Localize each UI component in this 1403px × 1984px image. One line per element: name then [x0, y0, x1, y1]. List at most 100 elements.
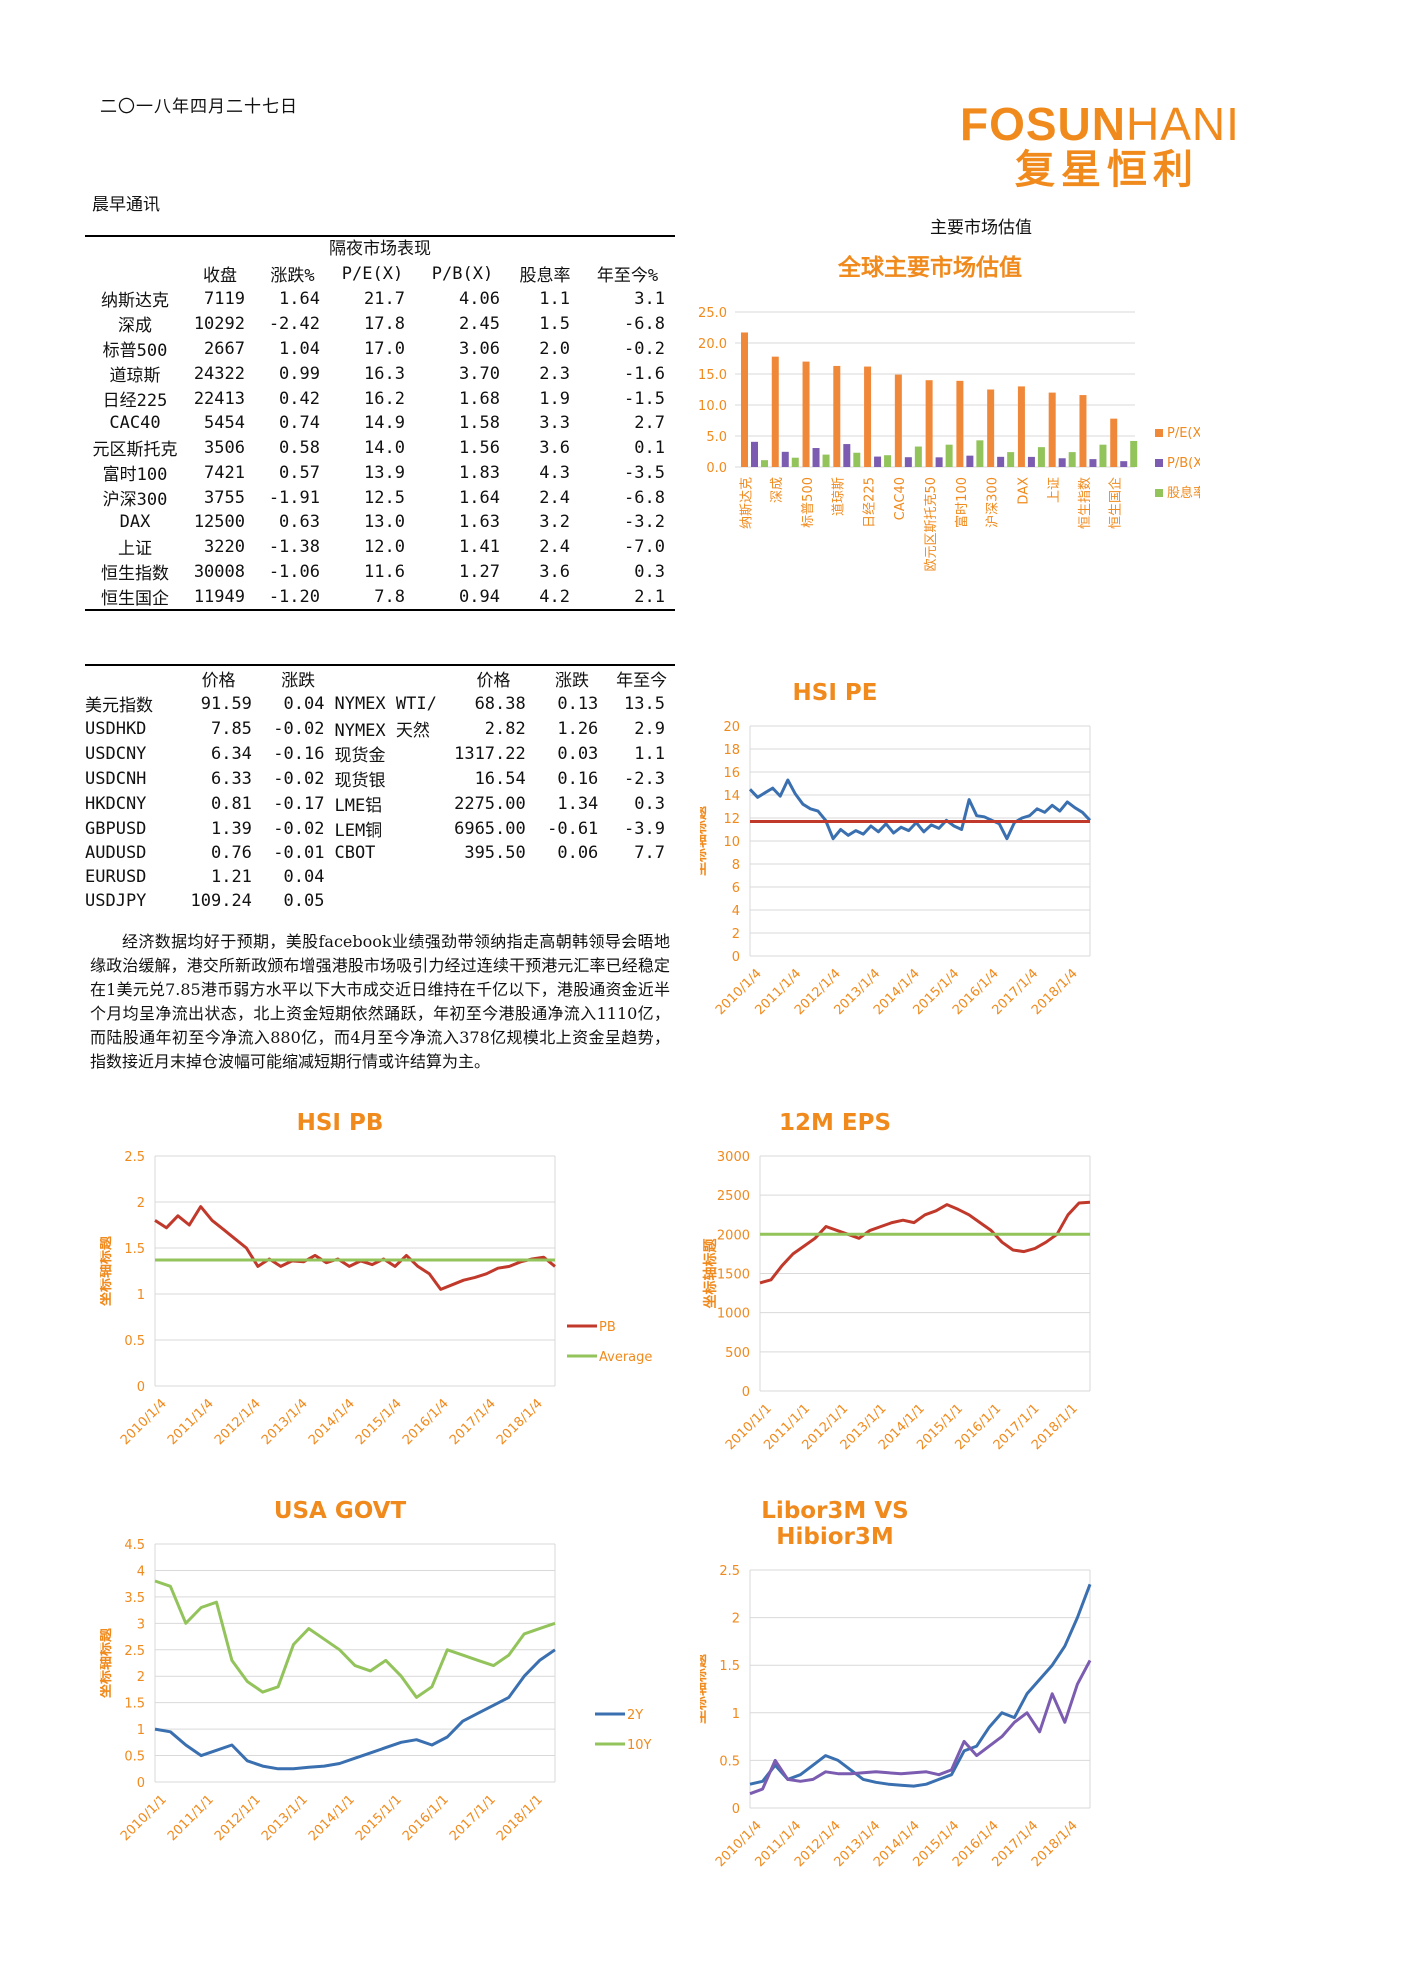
bar-2 [1130, 440, 1138, 467]
y-tick-label: 8 [732, 858, 740, 873]
bar-1 [904, 457, 912, 467]
column-header [85, 666, 175, 691]
table-cell: 30008 [193, 561, 245, 582]
bar-0 [956, 380, 964, 467]
table-cell: 7.7 [634, 843, 665, 863]
bar-2 [822, 454, 830, 467]
y-tick-label: 25.0 [698, 306, 727, 321]
legend-label: P/E(X) [1167, 426, 1200, 441]
chart-title: 全球主要市场估值 [838, 255, 1022, 281]
logo-text-chinese: 复星恒利 [1015, 147, 1199, 193]
y-tick-label: 20 [723, 720, 740, 735]
y-axis-label: 坐标轴标题 [702, 1238, 719, 1309]
hsi-pe-chart: HSI PE 20 18 16 14 12 10 8 6 4 2 0 坐标轴标题 2010/1/4 2011… [692, 680, 1215, 1040]
table-row: 富时100 7421 0.57 13.9 1.83 4.3 -3.5 [85, 460, 675, 486]
valuation-heading: 主要市场估值 [930, 218, 1032, 238]
chart-title: USA GOVT [273, 1498, 407, 1524]
x-tick-label: 欧元区斯托克50 [924, 477, 939, 572]
bar-1 [812, 448, 820, 467]
x-tick-label: 2010/1/4 [118, 1396, 170, 1448]
table-cell: NYMEX 天然 [334, 721, 430, 741]
table-cell: 1.27 [459, 561, 500, 582]
table-cell: 4.3 [539, 462, 570, 483]
table-cell: 2.45 [459, 313, 500, 334]
column-header: 年至今% [596, 266, 659, 286]
table-row: 上证 3220 -1.38 12.0 1.41 2.4 -7.0 [85, 534, 675, 560]
x-tick-label: 2011/1/4 [165, 1396, 217, 1448]
table-cell: 1.1 [634, 743, 665, 764]
table-cell: 1.64 [279, 288, 320, 309]
y-axis-label: 坐标轴标题 [100, 1235, 114, 1306]
column-header: 涨跌 [555, 671, 590, 691]
column-header: 股息率 [519, 266, 571, 286]
table-cell: -1.6 [624, 363, 665, 384]
column-header: 涨跌% [270, 266, 315, 286]
table-cell: 3.2 [539, 512, 570, 532]
table-cell: -0.02 [273, 818, 325, 839]
y-tick-label: 4 [732, 904, 740, 919]
table-cell: -0.01 [273, 843, 325, 863]
bar-0 [1017, 386, 1025, 467]
table-cell: 1.34 [557, 793, 599, 814]
table-cell: 2275.00 [454, 793, 526, 814]
table-cell: -3.9 [624, 818, 665, 839]
table-cell: 0.06 [557, 843, 599, 863]
chart-title: Libor3M VS Hibior3M [761, 1498, 909, 1550]
table-row: 日经225 22413 0.42 16.2 1.68 1.9 -1.5 [85, 386, 675, 412]
x-tick-label: 日经225 [862, 477, 877, 528]
logo-text-thin: HANI [1126, 98, 1240, 150]
table-cell [536, 889, 609, 913]
table-cell: -0.17 [273, 793, 325, 814]
table-cell: HKDCNY [85, 793, 147, 814]
legend-swatch [1155, 459, 1163, 467]
table-cell: 现货银 [334, 771, 386, 791]
series-line-0 [759, 1200, 1091, 1285]
bar-0 [987, 389, 995, 467]
column-header: 涨跌 [281, 671, 316, 691]
x-tick-label: 2014/1/1 [306, 1792, 358, 1844]
table-cell: 上证 [118, 539, 152, 559]
bar-1 [751, 441, 758, 467]
table-cell: 0.05 [283, 891, 325, 911]
x-tick-label: 2014/1/4 [306, 1396, 358, 1448]
bar-1 [966, 455, 974, 467]
x-tick-label: 2015/1/1 [353, 1792, 405, 1844]
table-row: CAC40 5454 0.74 14.9 1.58 3.3 2.7 [85, 411, 675, 435]
table-cell [334, 889, 451, 913]
table-cell [451, 889, 535, 913]
table-cell: 0.3 [634, 793, 665, 814]
table-cell: 1.58 [459, 413, 500, 433]
legend-label: 10Y [627, 1738, 652, 1753]
report-date: 二〇一八年四月二十七日 [100, 97, 298, 117]
table-cell: 0.3 [634, 561, 665, 582]
y-tick-label: 2500 [717, 1189, 750, 1204]
table-cell: 3.3 [539, 413, 570, 433]
y-tick-label: 2.5 [124, 1150, 145, 1165]
table-cell: 恒生国企 [101, 589, 169, 609]
x-tick-label: 标普500 [801, 477, 816, 528]
table-cell: -1.06 [268, 561, 320, 582]
line-chart-svg: 4.5 4 3.5 3 2.5 2 1.5 1 0.5 0 坐标轴标题 2010/1/12011/1/… [97, 1538, 652, 1844]
column-header [334, 666, 451, 691]
y-tick-label: 0.5 [124, 1750, 145, 1765]
table-cell: 3755 [204, 487, 245, 508]
bar-2 [761, 460, 768, 467]
table-row: HKDCNY 0.81 -0.17 LME铝 2275.00 1.34 0.3 [85, 791, 675, 817]
table-cell: 13.9 [364, 462, 405, 483]
y-tick-label: 10 [723, 835, 740, 850]
table-row: 深成 10292 -2.42 17.8 2.45 1.5 -6.8 [85, 311, 675, 337]
x-tick-label: DAX [1016, 477, 1031, 505]
eps-12m-chart: 12M EPS 3000 2500 2000 1500 1000 500 0 坐标轴标题 2010… [700, 1110, 1218, 1470]
x-tick-label: 2018/1/1 [494, 1792, 546, 1844]
table-cell: 10292 [193, 313, 245, 334]
table-cell: 3506 [204, 437, 245, 458]
table-cell: 12.0 [364, 536, 405, 557]
bar-2 [884, 455, 892, 467]
x-tick-label: 2012/1/1 [212, 1792, 264, 1844]
table-cell: 6.34 [210, 743, 252, 764]
table-cell: 0.76 [210, 843, 252, 863]
y-tick-label: 0 [742, 1385, 750, 1400]
legend-label: 2Y [627, 1708, 643, 1723]
bar-chart-svg: 25.0 20.0 15.0 10.0 5.0 0.0 纳斯达克 深成 标普500 道琼斯 日经22… [698, 306, 1207, 572]
y-tick-label: 14 [723, 789, 740, 804]
